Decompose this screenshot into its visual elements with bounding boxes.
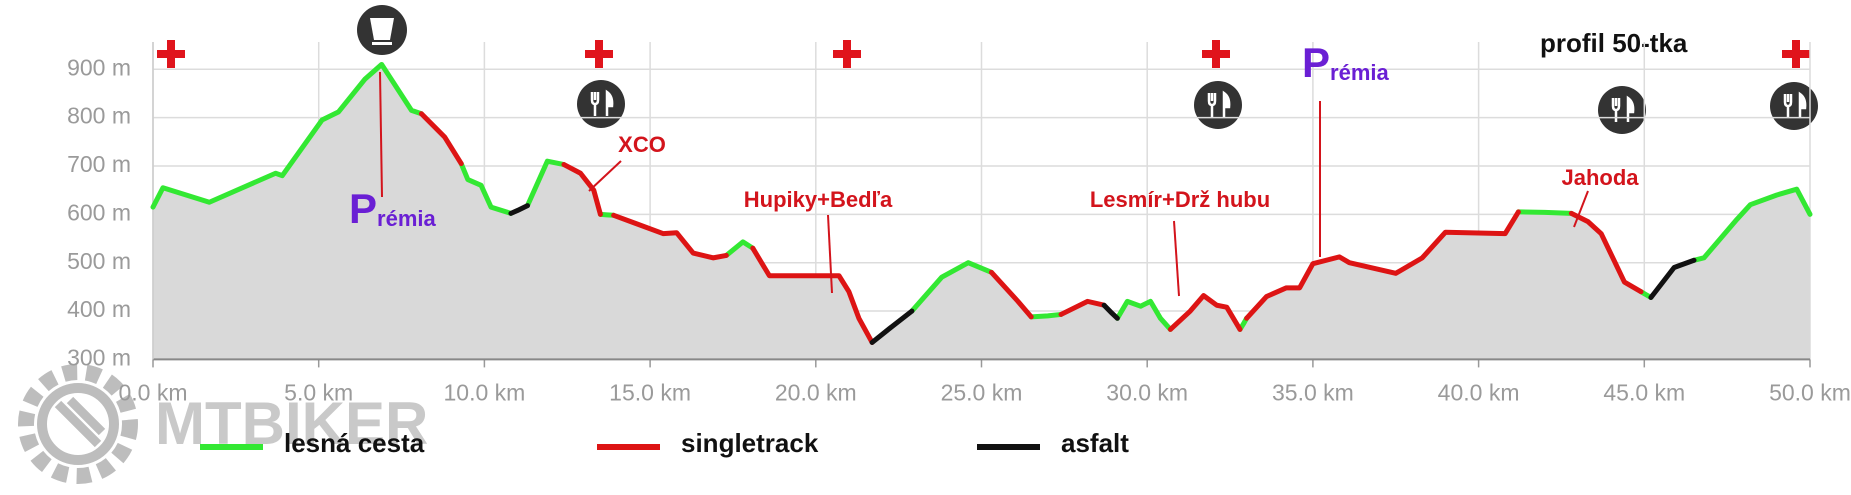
annotation-leader bbox=[1173, 220, 1180, 297]
y-tick-label: 800 m bbox=[67, 103, 131, 129]
food-icon-knife bbox=[1798, 91, 1807, 118]
x-tick-label: 20.0 km bbox=[775, 379, 857, 405]
x-tick-label: 0.0 km bbox=[118, 379, 187, 405]
annotation-leader bbox=[379, 71, 383, 198]
food-icon-knife bbox=[1222, 90, 1231, 117]
annotation-leader bbox=[1573, 190, 1589, 228]
food-icon-knife bbox=[605, 89, 614, 116]
x-tick-label: 35.0 km bbox=[1272, 379, 1354, 405]
y-tick-label: 300 m bbox=[67, 344, 131, 370]
cup-icon-cup bbox=[370, 18, 394, 40]
food-icon-fork bbox=[1783, 94, 1793, 118]
food-icon bbox=[1770, 82, 1818, 130]
legend-label: lesná cesta bbox=[284, 428, 425, 458]
annotation: Jahoda bbox=[1561, 165, 1639, 190]
chart-title: profil 50-tka bbox=[1540, 28, 1688, 58]
annotation: Hupiky+Bedľa bbox=[744, 187, 893, 212]
first-aid-icon bbox=[157, 40, 185, 68]
food-icon bbox=[1194, 81, 1242, 129]
y-tick-label: 600 m bbox=[67, 199, 131, 225]
x-tick-label: 30.0 km bbox=[1106, 379, 1188, 405]
annotation-premia: Prémia bbox=[349, 185, 436, 232]
x-tick-label: 5.0 km bbox=[284, 379, 353, 405]
legend-label: singletrack bbox=[681, 428, 819, 458]
food-icon bbox=[1598, 86, 1646, 134]
y-tick-label: 400 m bbox=[67, 296, 131, 322]
legend-label: asfalt bbox=[1061, 428, 1129, 458]
profile-line bbox=[150, 61, 1813, 332]
x-tick-label: 15.0 km bbox=[609, 379, 691, 405]
cup-icon-base bbox=[372, 42, 392, 45]
first-aid-icon bbox=[1782, 40, 1810, 68]
x-tick-label: 10.0 km bbox=[443, 379, 525, 405]
x-tick-label: 25.0 km bbox=[941, 379, 1023, 405]
y-tick-label: 500 m bbox=[67, 248, 131, 274]
profile-line bbox=[508, 203, 1697, 345]
x-tick-label: 50.0 km bbox=[1769, 379, 1851, 405]
y-tick-label: 700 m bbox=[67, 151, 131, 177]
food-icon-fork bbox=[1611, 98, 1621, 122]
annotation-leader bbox=[827, 214, 833, 294]
food-icon bbox=[577, 80, 625, 128]
annotation-leader bbox=[588, 160, 622, 192]
x-tick-label: 40.0 km bbox=[1438, 379, 1520, 405]
annotation-premia: Prémia bbox=[1302, 39, 1389, 86]
food-icon-fork bbox=[1207, 93, 1217, 117]
annotation: Lesmír+Drž hubu bbox=[1090, 187, 1270, 212]
profile-area bbox=[153, 64, 1810, 360]
food-icon-fork bbox=[590, 92, 600, 116]
x-tick-label: 45.0 km bbox=[1603, 379, 1685, 405]
y-tick-label: 900 m bbox=[67, 54, 131, 80]
watermark-logo bbox=[18, 364, 138, 484]
food-icon-knife bbox=[1626, 95, 1635, 122]
annotation: XCO bbox=[618, 132, 666, 157]
first-aid-icon bbox=[1202, 40, 1230, 68]
first-aid-icon bbox=[833, 40, 861, 68]
profile-line bbox=[418, 111, 1644, 345]
first-aid-icon bbox=[585, 40, 613, 68]
